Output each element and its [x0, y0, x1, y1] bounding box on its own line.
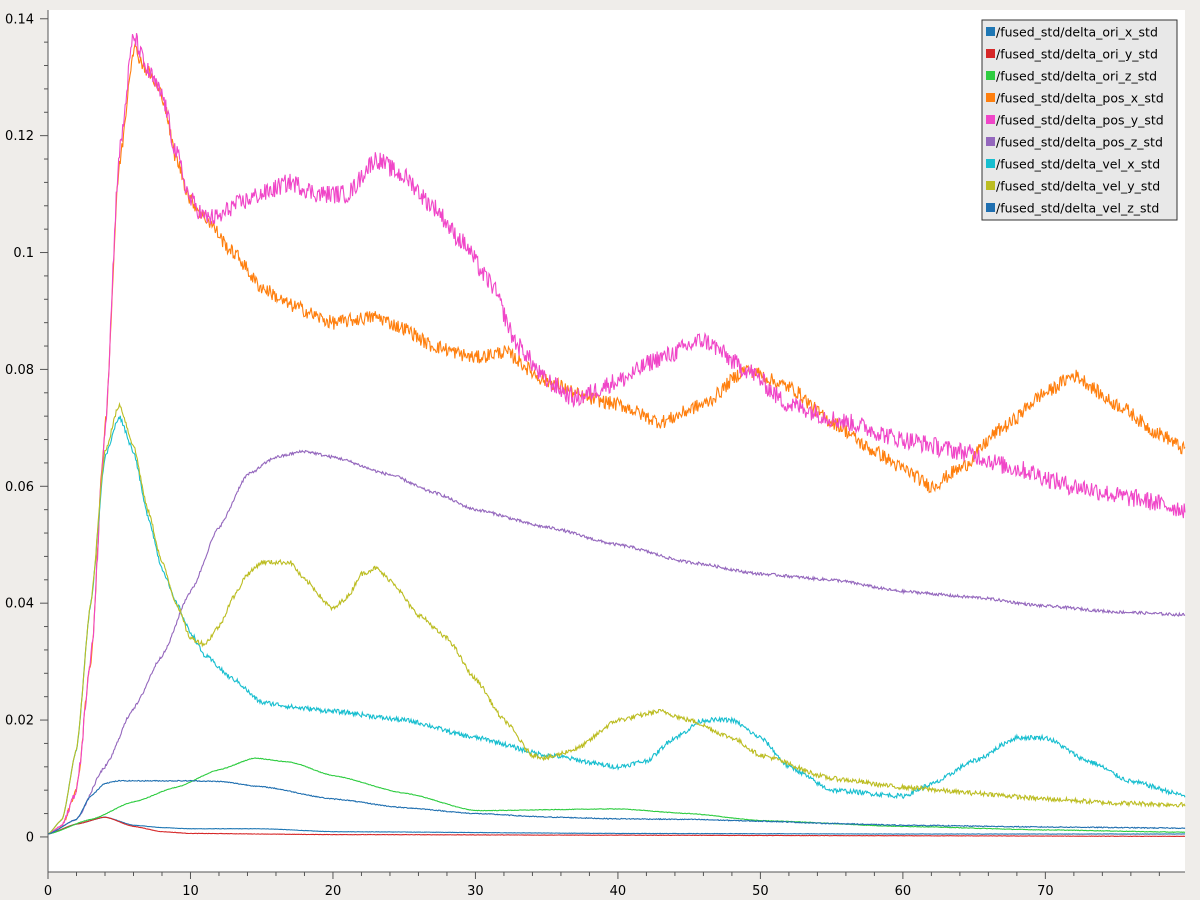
- series-line-delta-pos-z-std: [47, 449, 1186, 835]
- legend-label: /fused_std/delta_ori_x_std: [996, 25, 1158, 40]
- y-tick-label: 0.02: [5, 714, 34, 729]
- x-tick-label: 70: [1037, 884, 1054, 899]
- series-line-delta-ori-z-std: [47, 757, 1186, 835]
- y-tick-label: 0.04: [5, 597, 34, 612]
- legend-label: /fused_std/delta_pos_y_std: [996, 113, 1164, 128]
- y-tick-label: 0: [26, 830, 34, 845]
- legend-swatch: [986, 115, 995, 124]
- legend-label: /fused_std/delta_pos_x_std: [996, 91, 1164, 106]
- legend-swatch: [986, 27, 995, 36]
- series-line-delta-vel-x-std: [47, 415, 1186, 835]
- legend-swatch: [986, 71, 995, 80]
- legend-swatch: [986, 203, 995, 212]
- y-tick-label: 0.08: [5, 363, 34, 378]
- legend: /fused_std/delta_ori_x_std/fused_std/del…: [981, 19, 1178, 221]
- series-line-delta-pos-x-std: [47, 43, 1186, 835]
- x-tick-label: 50: [752, 884, 769, 899]
- series-line-delta-ori-y-std: [47, 816, 1186, 838]
- x-tick-label: 20: [325, 884, 342, 899]
- series-line-delta-ori-x-std: [47, 816, 1185, 835]
- series-line-delta-pos-y-std: [47, 33, 1186, 835]
- legend-label: /fused_std/delta_ori_z_std: [996, 69, 1157, 84]
- x-tick-label: 30: [467, 884, 484, 899]
- x-tick-label: 0: [44, 884, 52, 899]
- legend-swatch: [986, 159, 995, 168]
- legend-swatch: [986, 181, 995, 190]
- y-tick-label: 0.06: [5, 480, 34, 495]
- series-line-delta-vel-y-std: [47, 401, 1186, 835]
- x-tick-label: 60: [895, 884, 912, 899]
- y-tick-label: 0.14: [5, 12, 34, 27]
- legend-swatch: [986, 137, 995, 146]
- legend-label: /fused_std/delta_ori_y_std: [996, 47, 1158, 62]
- legend-label: /fused_std/delta_vel_y_std: [996, 179, 1160, 194]
- legend-label: /fused_std/delta_vel_x_std: [996, 157, 1160, 172]
- series-line-delta-vel-z-std: [47, 779, 1186, 835]
- x-tick-label: 10: [182, 884, 199, 899]
- x-tick-label: 40: [610, 884, 627, 899]
- y-tick-label: 0.1: [13, 246, 34, 261]
- legend-label: /fused_std/delta_vel_z_std: [996, 201, 1159, 216]
- legend-swatch: [986, 93, 995, 102]
- legend-swatch: [986, 49, 995, 58]
- legend-label: /fused_std/delta_pos_z_std: [996, 135, 1163, 150]
- y-tick-label: 0.12: [5, 129, 34, 144]
- legend-box: [981, 19, 1178, 221]
